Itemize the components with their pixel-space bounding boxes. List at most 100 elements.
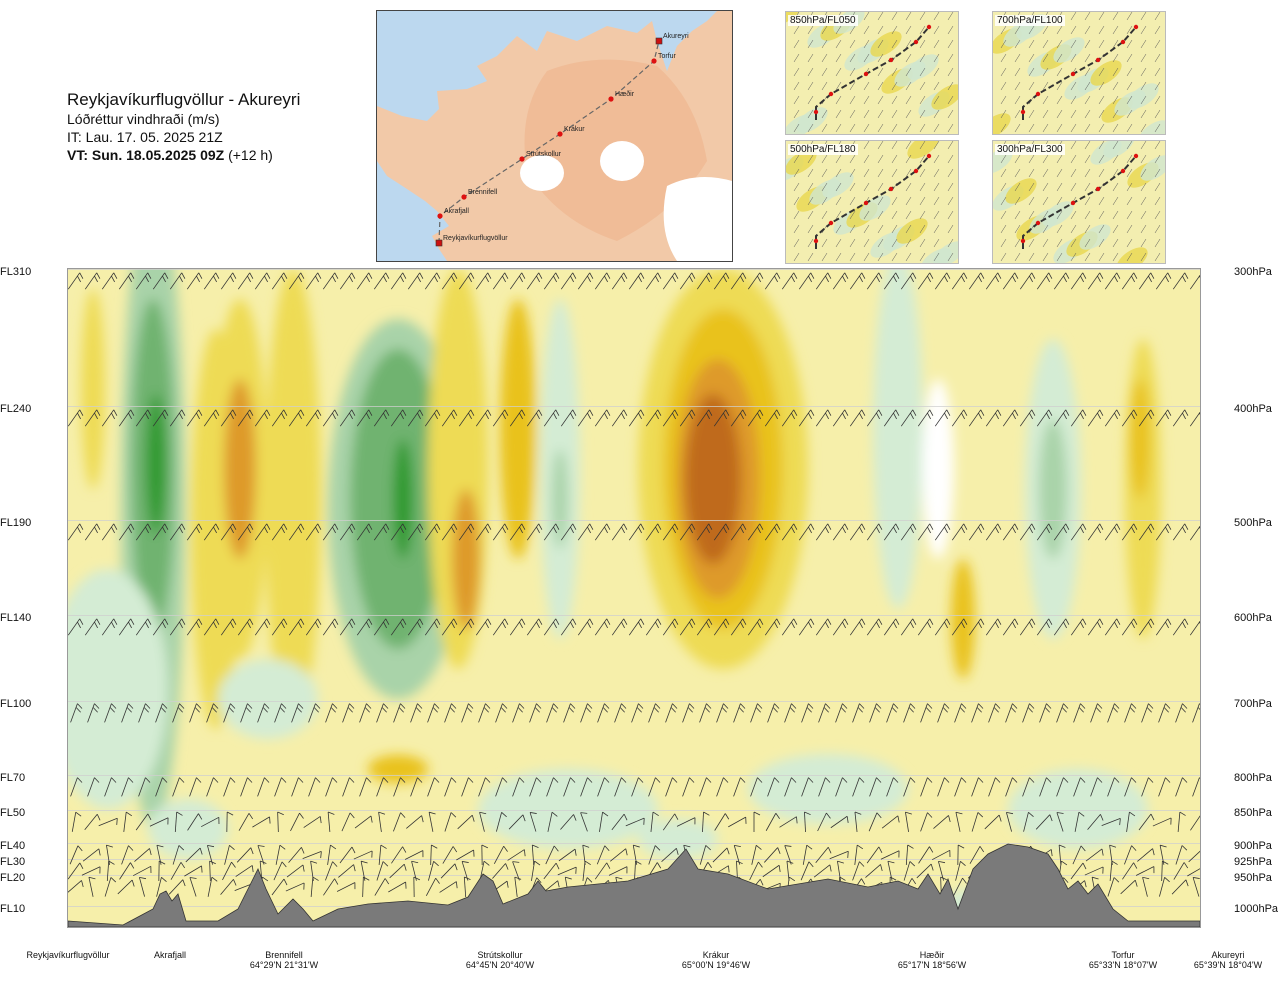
wind-barb [391,846,407,864]
wind-barb [1036,272,1053,290]
thumb-barb [1042,154,1049,164]
wind-barb [1087,272,1104,290]
wind-barb [1161,860,1169,882]
thumb-barb [1070,182,1077,192]
thumb-barb [1028,81,1035,91]
thumb-850hpa[interactable]: 850hPa/FL050 [785,11,959,135]
thumb-barb [793,53,800,63]
thumb-barb [905,224,912,234]
wind-barb [390,409,407,427]
thumb-barb [1112,182,1119,192]
thumb-barb [933,168,940,178]
wind-barb [762,864,781,878]
wind-barb [611,523,628,541]
thumb-barb [1000,252,1007,262]
wind-barb [543,409,560,427]
wind-barb [514,876,522,897]
thumb-barb [1056,53,1063,63]
wind-barb [1124,845,1137,865]
wind-barb [1104,409,1121,427]
thumb-barb [1126,168,1133,178]
wind-barb [832,272,849,290]
wind-barb [203,409,220,427]
thumb-barb [947,141,954,150]
thumb-field [796,107,828,133]
wind-barb [917,409,934,427]
wind-barb [1138,272,1155,290]
thumb-waypoint [1020,109,1026,115]
wind-barb [918,846,934,864]
wind-barb [903,861,916,881]
velocity-contour [1008,769,1148,849]
wind-barb [325,777,338,797]
thumb-barb [1140,168,1147,178]
thumb-barb [947,182,954,192]
wind-barb [1135,866,1155,876]
thumb-barb [877,154,884,164]
wind-barb [220,618,237,636]
velocity-contour [265,269,321,729]
wind-barb [662,618,679,636]
wind-barb [1192,877,1200,897]
wind-barb [71,811,82,832]
wind-barb [342,703,355,723]
velocity-contour [685,394,741,564]
pressure-level-label: 1000hPa [1234,903,1279,915]
thumb-barb [919,53,926,63]
thumb-barb [793,210,800,220]
wind-barb [152,618,169,636]
thumb-barb [807,39,814,49]
wind-barb [1192,703,1200,723]
velocity-contour [500,299,536,559]
thumb-barb [1042,53,1049,63]
wind-barb [507,849,526,861]
thumb-waypoint [1035,220,1041,226]
wind-barb [410,703,423,723]
thumb-barb [1070,154,1077,164]
wind-barb [818,703,831,723]
wind-barb [764,847,781,863]
thumb-barb [1056,95,1063,105]
wind-barb [118,523,135,541]
thumb-barb [1000,39,1007,49]
thumb-barb [1056,196,1063,206]
wind-barb [132,865,152,877]
velocity-contour [224,379,256,559]
location-coord: 65°00'N 19°46'W [681,960,751,970]
wind-barb [1022,703,1035,723]
wind-barb [390,618,407,636]
thumb-300hpa[interactable]: 300hPa/FL300 [992,140,1166,264]
thumb-500hpa[interactable]: 500hPa/FL180 [785,140,959,264]
location-label: Reykjavíkurflugvöllur [13,950,123,960]
wind-barb [441,272,458,290]
wind-barb [390,523,407,541]
wind-barb [341,812,355,832]
thumb-barb [1084,252,1091,262]
thumb-barb [835,67,842,77]
thumb-barb [1140,252,1147,262]
thumb-barb [1140,123,1147,133]
wind-barb [560,523,577,541]
wind-barb [937,703,950,723]
wind-barb [1109,860,1118,881]
thumb-barb [1112,196,1119,206]
wind-barb [275,844,286,865]
thumb-barb [1014,182,1021,192]
waypoint-label: Akrafjall [444,208,469,215]
wind-barb [920,777,933,797]
wind-barb [184,865,203,877]
wind-barb [237,409,254,427]
wind-barb [1087,618,1104,636]
flight-level-label: FL70 [0,772,26,784]
thumb-barb [793,196,800,206]
thumb-barb [1140,25,1147,35]
thumb-barb [933,123,940,133]
wind-barb [920,812,933,832]
wind-barb [288,523,305,541]
wind-barb [835,703,848,723]
thumb-700hpa[interactable]: 700hPa/FL100 [992,11,1166,135]
flight-level-label: FL190 [0,517,32,529]
wind-barb [495,777,508,797]
thumb-barb [933,81,940,91]
wind-barb [938,860,946,881]
